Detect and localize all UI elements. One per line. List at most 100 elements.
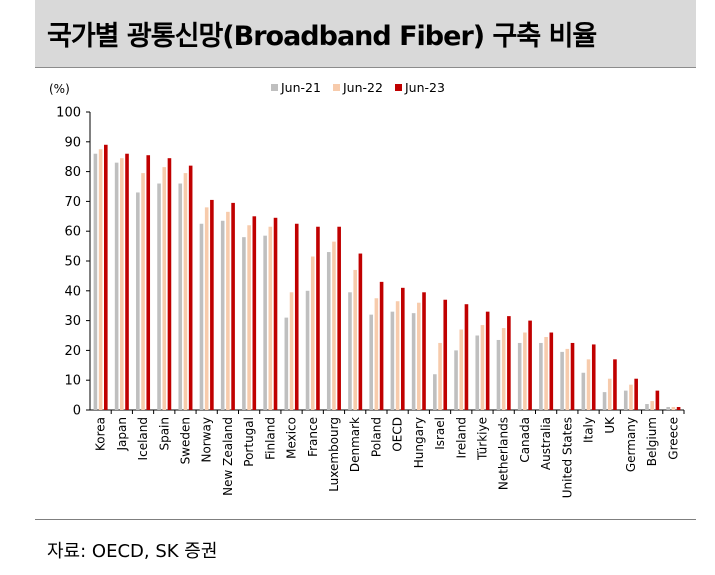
bar-jun-21 (517, 342, 522, 410)
bar-jun-23 (591, 344, 596, 410)
y-tick-label: 30 (64, 314, 81, 329)
bar-jun-21 (326, 252, 331, 410)
y-tick-label: 10 (64, 374, 81, 389)
x-tick-label: New Zealand (221, 417, 235, 496)
x-tick-label: Ireland (454, 417, 468, 459)
bar-jun-21 (390, 311, 395, 410)
bar-jun-22 (480, 325, 485, 410)
bar-jun-22 (162, 167, 167, 410)
x-tick-label: Netherlands (497, 417, 511, 490)
y-axis-unit-label: (%) (49, 82, 70, 96)
bar-jun-22 (586, 359, 591, 410)
bar-jun-21 (199, 223, 204, 410)
x-tick-label: Norway (200, 417, 214, 463)
y-tick-label: 90 (64, 135, 81, 150)
y-tick-label: 20 (64, 344, 81, 359)
bar-jun-23 (337, 226, 341, 410)
x-tick-label: Korea (94, 417, 108, 451)
bar-jun-23 (613, 359, 617, 410)
bar-jun-21 (475, 335, 480, 410)
bar-jun-23 (210, 199, 214, 410)
x-tick-label: United States (560, 417, 574, 498)
chart-area: (%) 0 10 20 30 40 50 60 70 80 90 100 Korea Japan Icela… (35, 72, 696, 520)
bar-jun-22 (565, 348, 570, 410)
bar-jun-22 (332, 241, 336, 410)
x-tick-label: Germany (624, 417, 638, 472)
bar-jun-22 (501, 328, 506, 410)
y-tick-label: 60 (64, 225, 81, 240)
bar-jun-21 (602, 392, 607, 410)
bar-jun-23 (358, 253, 363, 410)
bar-jun-22 (183, 173, 188, 410)
y-tick-label: 0 (73, 404, 81, 419)
bar-jun-21 (539, 342, 543, 410)
bar-jun-23 (146, 155, 151, 410)
bar-jun-22 (204, 207, 209, 410)
bar-jun-21 (348, 292, 352, 410)
bar-jun-23 (443, 299, 448, 410)
legend-swatch-jun-21 (271, 84, 278, 91)
bar-jun-21 (645, 404, 649, 410)
bar-jun-22 (247, 225, 251, 410)
bar-jun-21 (157, 183, 161, 410)
bar-jun-23 (507, 316, 511, 410)
bar-jun-23 (379, 281, 384, 410)
legend-label: Jun-22 (342, 80, 383, 95)
bar-jun-21 (263, 235, 267, 410)
x-tick-label: Finland (263, 417, 277, 460)
bar-jun-21 (114, 162, 119, 410)
bar-jun-22 (310, 256, 315, 410)
y-tick-label: 70 (64, 195, 81, 210)
bar-jun-22 (650, 401, 654, 410)
bar-jun-23 (485, 311, 490, 410)
bar-jun-21 (369, 314, 373, 410)
bar-jun-21 (220, 220, 225, 410)
bar-jun-22 (607, 378, 612, 410)
bar-jun-23 (188, 165, 193, 410)
bar-jun-23 (167, 158, 172, 410)
bar-jun-22 (459, 329, 464, 410)
bar-jun-23 (104, 144, 108, 410)
bar-jun-22 (374, 298, 379, 410)
x-tick-label: Japan (115, 417, 129, 451)
x-tick-label: Mexico (285, 417, 299, 459)
bar-jun-23 (570, 342, 575, 410)
bar-jun-21 (581, 372, 586, 410)
bar-jun-22 (523, 332, 527, 410)
bar-jun-23 (549, 332, 554, 410)
x-tick-label: Türkiye (475, 417, 489, 461)
bar-jun-23 (464, 304, 469, 410)
bar-jun-22 (544, 336, 548, 410)
bar-jun-21 (411, 313, 416, 410)
x-tick-label: Denmark (348, 417, 362, 472)
x-tick-label: Poland (369, 417, 383, 457)
bar-jun-21 (560, 351, 564, 410)
bar-jun-22 (353, 269, 357, 410)
bar-jun-23 (655, 390, 660, 410)
bar-jun-21 (284, 317, 289, 410)
bar-jun-23 (422, 292, 426, 410)
x-tick-label: France (306, 417, 320, 457)
x-tick-label: Israel (433, 417, 447, 450)
title-bar: 국가별 광통신망(Broadband Fiber) 구축 비율 (35, 0, 696, 68)
bar-jun-22 (120, 158, 124, 410)
legend-label: Jun-23 (404, 80, 445, 95)
x-tick-label: OECD (391, 417, 405, 452)
bar-jun-22 (289, 292, 294, 410)
x-tick-label: Canada (518, 417, 532, 463)
y-tick-label: 100 (56, 106, 81, 121)
x-tick-label: Iceland (136, 417, 150, 460)
bar-jun-22 (141, 173, 145, 410)
legend-swatch-jun-23 (395, 84, 402, 91)
bar-jun-22 (395, 301, 400, 410)
bar-jun-21 (178, 183, 183, 410)
y-tick-label: 40 (64, 284, 81, 299)
x-tick-label: Australia (539, 417, 553, 470)
bar-jun-23 (634, 378, 638, 410)
x-tick-label: Luxembourg (327, 417, 341, 492)
bar-jun-23 (401, 287, 405, 410)
y-tick-label: 80 (64, 165, 81, 180)
bar-jun-21 (454, 350, 458, 410)
source-divider (35, 519, 696, 520)
bar-jun-22 (417, 302, 421, 410)
